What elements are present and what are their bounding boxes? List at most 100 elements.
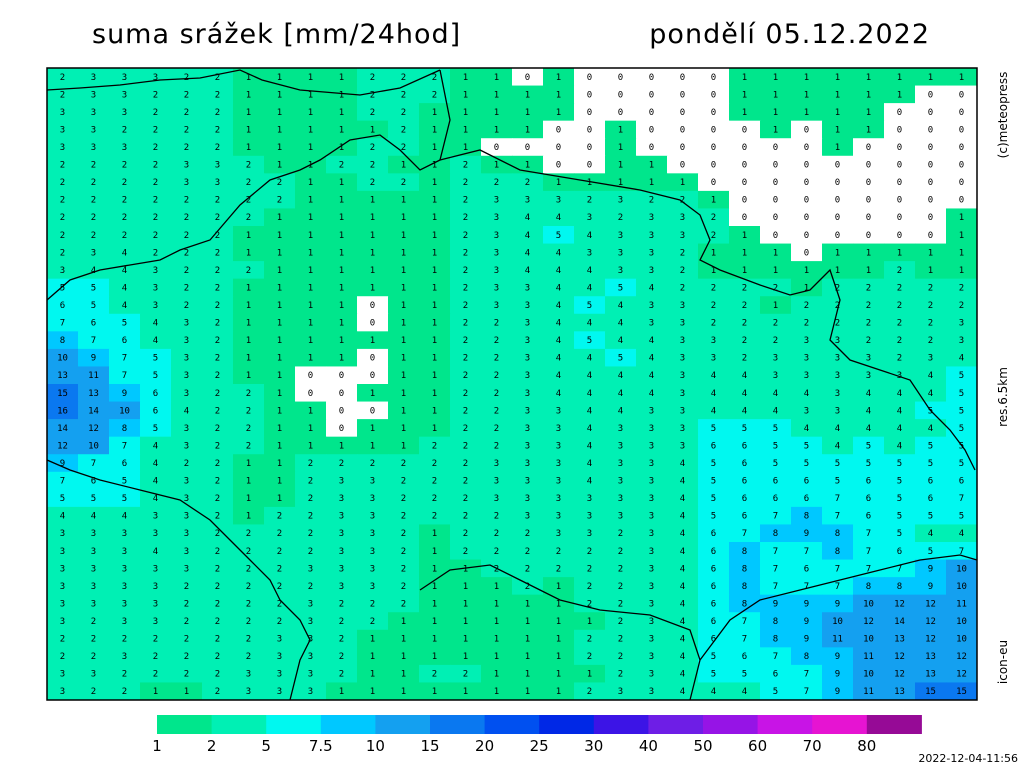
precip-cell: [915, 366, 947, 385]
cell-value: 3: [370, 477, 375, 487]
precip-cell: [171, 594, 203, 613]
cell-value: 3: [184, 354, 189, 364]
cell-value: 2: [370, 108, 375, 118]
legend-label: 60: [748, 737, 767, 755]
precip-cell: [202, 542, 234, 561]
precip-cell: [171, 629, 203, 648]
precip-cell: [760, 155, 792, 174]
precip-cell: [419, 542, 451, 561]
cell-value: 1: [804, 266, 809, 276]
cell-value: 3: [680, 213, 685, 223]
cell-value: 1: [866, 108, 871, 118]
precip-cell: [481, 542, 513, 561]
cell-value: 1: [525, 617, 530, 627]
precip-cell: [78, 85, 110, 104]
cell-value: 6: [959, 477, 964, 487]
cell-value: 4: [680, 670, 685, 680]
precip-cell: [202, 664, 234, 683]
cell-value: 0: [897, 108, 902, 118]
cell-value: 1: [773, 108, 778, 118]
precip-cell: [357, 208, 389, 227]
cell-value: 11: [832, 635, 843, 645]
cell-value: 1: [463, 108, 468, 118]
cell-value: 2: [463, 248, 468, 258]
precip-cell: [729, 296, 761, 315]
precip-cell: [605, 103, 637, 122]
cell-value: 0: [866, 161, 871, 171]
precip-cell: [791, 647, 823, 666]
precip-cell: [543, 506, 575, 525]
precip-cell: [109, 68, 141, 87]
precip-cell: [574, 594, 606, 613]
precip-cell: [481, 454, 513, 473]
precip-cell: [326, 542, 358, 561]
cell-value: 8: [742, 564, 747, 574]
cell-value: 2: [215, 266, 220, 276]
precip-cell: [481, 348, 513, 367]
cell-value: 3: [525, 354, 530, 364]
precip-cell: [419, 226, 451, 245]
precip-cell: [481, 261, 513, 280]
precip-cell: [791, 629, 823, 648]
precip-cell: [636, 384, 668, 403]
precip-cell: [47, 559, 79, 578]
precip-cell: [202, 348, 234, 367]
cell-value: 2: [308, 459, 313, 469]
precip-cell: [698, 138, 730, 157]
cell-value: 1: [742, 231, 747, 241]
precip-cell: [450, 454, 482, 473]
precip-cell: [481, 138, 513, 157]
cell-value: 0: [773, 231, 778, 241]
cell-value: 1: [773, 248, 778, 258]
cell-value: 5: [928, 459, 933, 469]
precip-cell: [47, 542, 79, 561]
cell-value: 3: [122, 652, 127, 662]
precip-cell: [946, 629, 978, 648]
cell-value: 5: [153, 354, 158, 364]
cell-value: 3: [91, 564, 96, 574]
cell-value: 4: [556, 354, 561, 364]
cell-value: 3: [680, 231, 685, 241]
precip-cell: [915, 208, 947, 227]
precip-cell: [574, 629, 606, 648]
cell-value: 1: [339, 336, 344, 346]
cell-value: 7: [804, 582, 809, 592]
precip-cell: [295, 68, 327, 87]
cell-value: 2: [122, 670, 127, 680]
cell-value: 13: [925, 670, 936, 680]
cell-value: 0: [649, 143, 654, 153]
precip-cell: [357, 629, 389, 648]
precip-cell: [760, 542, 792, 561]
cell-value: 3: [959, 336, 964, 346]
precip-cell: [202, 190, 234, 209]
precip-cell: [636, 401, 668, 420]
cell-value: 3: [649, 599, 654, 609]
precip-cell: [729, 471, 761, 490]
precip-cell: [543, 647, 575, 666]
precip-cell: [419, 85, 451, 104]
precip-cell: [729, 524, 761, 543]
cell-value: 1: [308, 143, 313, 153]
precip-cell: [760, 506, 792, 525]
precip-cell: [636, 594, 668, 613]
timestamp: 2022-12-04-11:56: [918, 752, 1018, 765]
precip-cell: [109, 155, 141, 174]
cell-value: 2: [804, 301, 809, 311]
cell-value: 1: [277, 213, 282, 223]
cell-value: 5: [959, 406, 964, 416]
cell-value: 7: [122, 371, 127, 381]
cell-value: 1: [370, 213, 375, 223]
precip-cell: [915, 296, 947, 315]
precip-cell: [760, 664, 792, 683]
precip-cell: [605, 120, 637, 139]
precip-cell: [481, 647, 513, 666]
precip-cell: [667, 577, 699, 596]
precip-cell: [47, 103, 79, 122]
cell-value: 1: [277, 283, 282, 293]
cell-value: 2: [215, 231, 220, 241]
precip-cell: [667, 155, 699, 174]
cell-value: 12: [894, 652, 905, 662]
cell-value: 1: [339, 441, 344, 451]
precip-cell: [791, 664, 823, 683]
precip-cell: [233, 454, 265, 473]
